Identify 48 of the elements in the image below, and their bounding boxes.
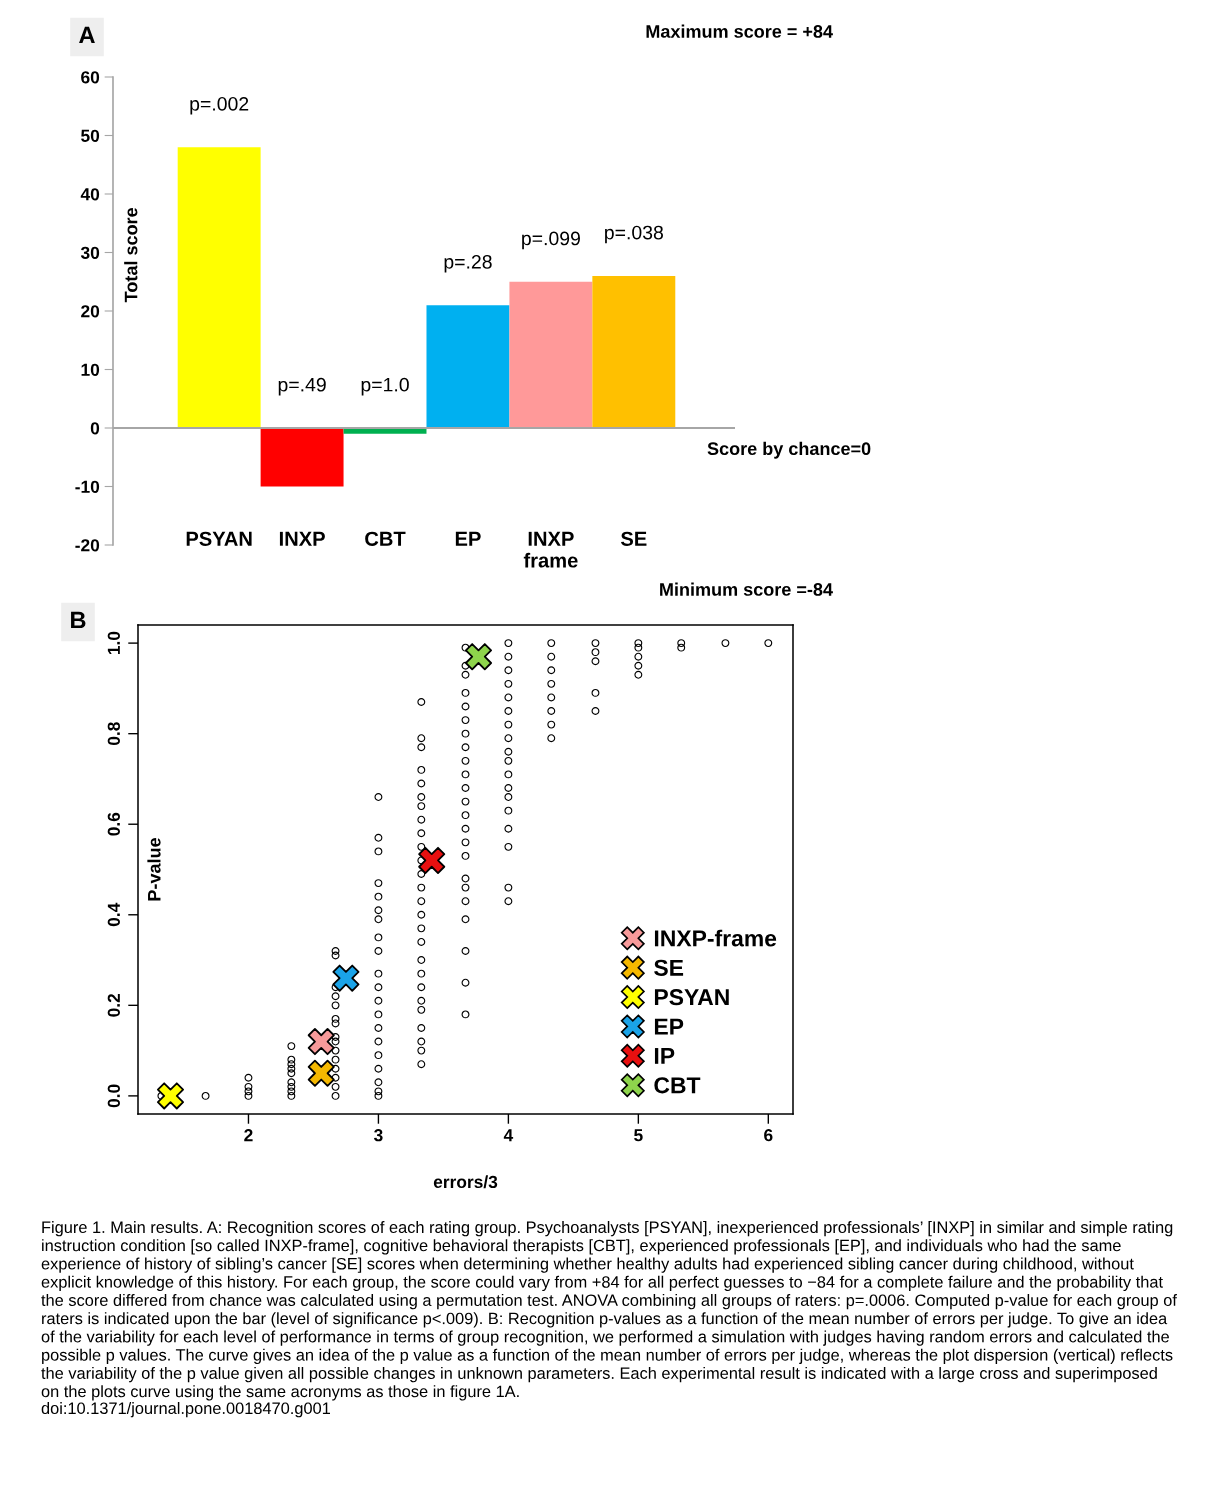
y-tick-label: 0.2 (107, 993, 120, 1017)
text: Maximum score = +84 (646, 24, 833, 38)
legend-label: PSYAN (654, 989, 729, 1006)
x-tick-label: 4 (503, 1129, 514, 1142)
legend-label: CBT (654, 1077, 701, 1094)
y-tick-label: 0.0 (107, 1084, 120, 1108)
y-tick-label: 30 (80, 246, 100, 259)
y-tick-label: 0.6 (107, 812, 120, 836)
chart-title: B (71, 611, 86, 629)
y-tick-label: 10 (81, 363, 100, 376)
x-tick-label: EP (455, 531, 481, 546)
text: Figure 1. Main results. A: Recognition scores of each rating group. Psychoanalysts [PSYAN], inexperienced professionals’ [INXP] in similar and simple rating instruction condition [so called INXP-frame], cognitive behavioral therapists [CBT], experienced professionals [EP], and individuals who had the same experience of history of sibling’s cancer [SE] scores when determining whether healthy adults had experienced sibling cancer during childhood, without explicit knowledge of this history. For each group, the score could vary from +84 for all perfect guesses to −84 for a complete failure and the probability that the score differed from chance was calculated using a permutation test. ANOVA combining all groups of raters: p=.0006. Computed p-value for each group of raters is indicated upon the bar (level of significance p<.009). B: Recognition p-values as a function of the mean number of errors per judge. To give an idea of the variability for each level of performance in terms of group recognition, we performed a simulation with judges having random errors and calculated the possible p values. The curve gives an idea of the p value as a function of the mean number of errors per judge, whereas the plot dispersion (vertical) reflects the variability of the p value given all possible changes in unknown parameters. Each experimental result is indicated with a large cross and superimposed on the plots curve using the same acronyms as those in figure 1A. (41, 1221, 1177, 1401)
annotation: p=.002 (190, 96, 249, 115)
y-axis-title: Total score (124, 207, 138, 303)
y-tick-label: 0.8 (107, 722, 120, 746)
legend-label: SE (654, 959, 684, 976)
text: doi:10.1371/journal.pone.0018470.g001 (41, 1402, 330, 1418)
chart-title: A (79, 26, 95, 44)
annotation: p=.038 (605, 225, 663, 244)
x-tick-label: 2 (244, 1129, 253, 1142)
y-tick-label: 1.0 (107, 631, 120, 655)
y-tick-label: 50 (81, 129, 100, 142)
x-tick-label: PSYAN (186, 531, 252, 546)
x-tick-label: 6 (764, 1129, 773, 1142)
x-tick-label: 3 (374, 1129, 383, 1142)
annotation: p=.49 (278, 377, 326, 396)
ref-line-label: Score by chance=0 (707, 441, 871, 459)
text: Minimum score =-84 (660, 582, 833, 596)
legend-label: INXP-frame (654, 929, 777, 947)
y-tick-label: 0 (90, 422, 100, 435)
legend-label: EP (654, 1018, 684, 1035)
y-tick-label: -20 (75, 539, 100, 552)
annotation: p=.28 (444, 254, 492, 273)
y-tick-label: 20 (81, 305, 100, 318)
y-axis-title: P-value (147, 838, 161, 901)
y-tick-label: 60 (81, 71, 100, 84)
x-tick-label: SE (620, 531, 647, 546)
x-tick-label: INXP frame (523, 531, 578, 568)
x-axis-title: errors/3 (433, 1175, 498, 1189)
y-tick-label: 0.4 (107, 902, 120, 927)
x-tick-label: 5 (634, 1129, 643, 1142)
x-tick-label: INXP (279, 531, 325, 546)
x-tick-label: CBT (365, 531, 406, 546)
annotation: p=.099 (522, 231, 580, 250)
y-tick-label: 40 (80, 188, 100, 201)
annotation: p=1.0 (361, 377, 409, 396)
y-tick-label: -10 (75, 480, 100, 493)
legend-label: IP (654, 1048, 675, 1064)
